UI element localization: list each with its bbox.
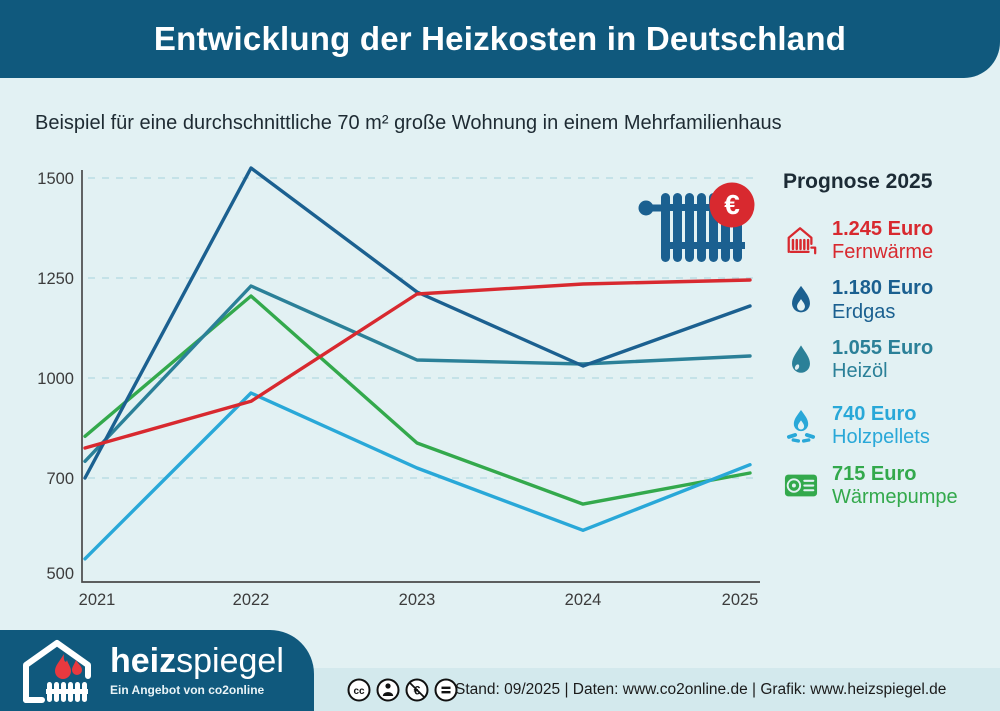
legend-value: 740 Euro [832, 403, 917, 426]
logo-flame-icon [55, 653, 82, 679]
logo-house-icon [23, 639, 91, 703]
legend-fuel-name: Fernwärme [832, 241, 934, 264]
x-tick-2025: 2025 [722, 591, 759, 609]
y-tick-700: 700 [46, 470, 74, 488]
legend-entry-fernwaerme: 1.245 Euro Fernwärme [783, 218, 995, 264]
legend-fuel-name: Wärmepumpe [832, 485, 958, 508]
chart-canvas: 500 700 1000 1250 1500 2021 2022 2023 2024 2025 [37, 166, 760, 609]
cc-license-icon: cc [347, 678, 371, 707]
legend-fuel-name: Heizöl [832, 359, 888, 382]
header-banner: Entwicklung der Heizkosten in Deutschlan… [0, 0, 1000, 78]
heating-costs-chart: 500 700 1000 1250 1500 2021 2022 2023 2024 2025 [30, 158, 790, 618]
chart-subtitle: Beispiel für eine durchschnittliche 70 m… [35, 112, 782, 134]
euro-badge: € [709, 182, 755, 228]
footer-info: Stand: 09/2025 | Daten: www.co2online.de… [455, 681, 947, 698]
legend-entry-waermepumpe: 715 Euro Wärmepumpe [783, 463, 995, 509]
legend-entries: 1.245 Euro Fernwärme 1.180 Euro Erdgas 1.055… [783, 218, 995, 509]
radiator-icon: € [635, 180, 759, 270]
district-heating-icon [783, 223, 819, 259]
legend-entry-holzpellets: 740 Euro Holzpellets [783, 403, 995, 449]
x-tick-2022: 2022 [233, 591, 270, 609]
line-fernwaerme [83, 278, 752, 450]
svg-text:cc: cc [353, 686, 365, 697]
line-heizoel [83, 284, 752, 463]
x-tick-2024: 2024 [565, 591, 602, 609]
axes [81, 170, 760, 583]
page-title: Entwicklung der Heizkosten in Deutschlan… [153, 20, 847, 57]
cc-license-icons: cc € [347, 678, 458, 707]
logo-radiator-icon [46, 681, 88, 702]
heat-pump-icon [783, 468, 819, 504]
legend-value: 1.180 Euro [832, 277, 934, 300]
legend-fuel-name: Holzpellets [832, 426, 930, 449]
legend-value: 1.055 Euro [832, 336, 934, 359]
legend-entry-heizoel: 1.055 Euro Heizöl [783, 337, 995, 383]
oil-droplet-icon [783, 342, 819, 378]
y-tick-1250: 1250 [37, 270, 74, 288]
by-license-icon [376, 678, 400, 707]
line-waermepumpe [83, 294, 752, 506]
legend-value: 1.245 Euro [832, 218, 934, 240]
legend-title: Prognose 2025 [783, 170, 933, 193]
legend-value: 715 Euro [832, 462, 917, 485]
nd-license-icon [434, 678, 458, 707]
nc-euro-license-icon: € [405, 678, 429, 707]
y-tick-1000: 1000 [37, 370, 74, 388]
x-tick-2023: 2023 [399, 591, 436, 609]
gas-flame-icon [783, 283, 819, 319]
legend-fuel-name: Erdgas [832, 300, 896, 323]
logo-wordmark: heizspiegel [110, 642, 284, 680]
logo-tagline: Ein Angebot von co2online [110, 683, 265, 697]
line-holzpellets [83, 391, 752, 561]
legend-panel: Prognose 2025 1.245 Euro Fernwärme 1.180 E… [783, 170, 995, 522]
pellet-fire-icon [783, 408, 819, 444]
line-erdgas [83, 166, 752, 480]
heizspiegel-logo: heizspiegel Ein Angebot von co2online [0, 630, 314, 711]
legend-entry-erdgas: 1.180 Euro Erdgas [783, 277, 995, 323]
x-tick-2021: 2021 [79, 591, 116, 609]
y-tick-1500: 1500 [37, 170, 74, 188]
y-tick-500: 500 [46, 565, 74, 583]
euro-symbol: € [724, 189, 740, 220]
